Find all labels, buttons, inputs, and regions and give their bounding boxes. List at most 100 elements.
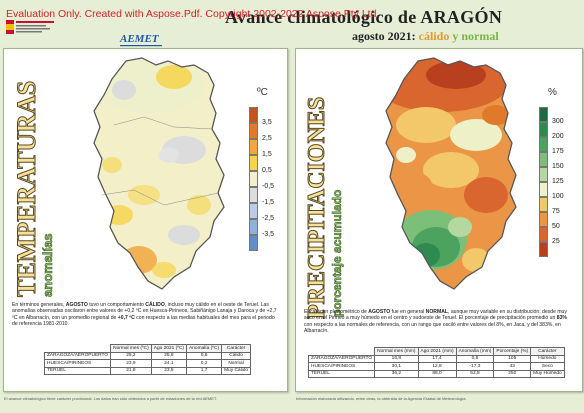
- legend-swatch: [539, 152, 548, 167]
- legend-swatch: [539, 107, 548, 122]
- table-cell: Muy Cálido: [221, 366, 252, 375]
- legend-label: 50: [552, 223, 560, 230]
- precipitation-desc-part-1: El carácter pluviométrico de: [304, 309, 369, 315]
- legend-swatch: [539, 197, 548, 212]
- table-cell: ZARAGOZA/AEROPUERTO: [43, 351, 112, 360]
- table-cell: 16,8: [374, 354, 419, 363]
- temperature-desc-average: +0,7 ºC: [117, 314, 135, 321]
- precipitation-title: PRECIPITACIONES: [304, 96, 331, 319]
- table-cell: Húmedo: [530, 354, 565, 363]
- precipitation-subtitle: porcentaje acumulado: [330, 189, 345, 317]
- table-cell: 52,8: [455, 369, 495, 378]
- table-header-cell: [309, 348, 375, 356]
- legend-swatch: [539, 242, 548, 257]
- subtitle-normal: normal: [461, 29, 499, 43]
- legend-label: 3,5: [262, 119, 272, 126]
- temperature-desc-part-4: con respecto a las medias habituales del…: [12, 314, 275, 328]
- legend-label: 200: [552, 133, 564, 140]
- temperature-legend: 3,5 2,5 1,5 0,5 -0,5 -1,5 -2,5 -3,5: [249, 107, 285, 257]
- table-cell: ZARAGOZA/AEROPUERTO: [307, 354, 376, 363]
- table-row: HUESCA/PIRINEOS 23,9 24,1 0,2 Normal: [43, 359, 252, 368]
- temperature-desc-month: AGOSTO: [65, 302, 88, 308]
- table-row: ZARAGOZA/AEROPUERTO 25,2 25,8 0,6 Cálido: [43, 351, 252, 360]
- temperature-anomaly-map: [93, 57, 225, 290]
- table-header-cell: Normal mes (mm): [374, 347, 419, 356]
- legend-swatch: [249, 123, 258, 139]
- legend-swatch: [539, 182, 548, 197]
- legend-label: -0,5: [262, 183, 275, 190]
- precipitation-percentage-map: [385, 57, 517, 290]
- table-cell: HUESCA/PIRINEOS: [307, 362, 376, 371]
- table-header-row: Normal mes (ºC) Ago 2021 (ºC) Anomalía (ºC…: [45, 344, 252, 353]
- legend-swatch: [539, 122, 548, 137]
- table-header-cell: [45, 345, 111, 353]
- table-cell: 23,9: [110, 359, 152, 368]
- temperature-legend-unit: ºC: [257, 87, 268, 98]
- legend-swatch: [539, 212, 548, 227]
- table-cell: 0,2: [186, 359, 223, 368]
- table-cell: -17,3: [455, 362, 495, 371]
- precipitation-desc-part-2: fue en general: [390, 309, 426, 315]
- legend-label: 175: [552, 148, 564, 155]
- table-cell: 43: [493, 362, 532, 371]
- subtitle-prefix: agosto 2021:: [352, 29, 416, 43]
- legend-label: -2,5: [262, 215, 275, 222]
- legend-label: 0,5: [262, 167, 272, 174]
- watermark-text: Evaluation Only. Created with Aspose.Pdf…: [6, 8, 380, 20]
- legend-swatch: [539, 227, 548, 242]
- table-cell: Seco: [530, 362, 565, 371]
- legend-label: 150: [552, 163, 564, 170]
- table-cell: 0,6: [186, 351, 223, 360]
- legend-swatch: [249, 203, 258, 219]
- temperature-subtitle: anomalías: [40, 233, 56, 297]
- table-header-cell: Porcentaje (%): [493, 347, 532, 356]
- legend-label: 300: [552, 118, 564, 125]
- table-cell: 1,7: [186, 366, 223, 375]
- table-cell: 250: [493, 369, 532, 378]
- legend-label: 125: [552, 178, 564, 185]
- precipitation-desc-character: NORMAL: [425, 309, 449, 315]
- table-header-cell: Normal mes (ºC): [110, 344, 152, 353]
- legend-swatch: [539, 137, 548, 152]
- legend-swatch: [249, 107, 258, 123]
- legend-swatch: [249, 219, 258, 235]
- table-cell: 30,1: [374, 362, 419, 371]
- precipitation-description: El carácter pluviométrico de AGOSTO fue …: [304, 309, 574, 335]
- legend-swatch: [249, 155, 258, 171]
- table-cell: 105: [493, 354, 532, 363]
- legend-label: -3,5: [262, 231, 275, 238]
- footer-right-note: Información elaborada utilizando, entre …: [296, 396, 467, 401]
- precipitation-desc-month: AGOSTO: [368, 309, 391, 315]
- table-cell: 17,4: [417, 354, 457, 363]
- legend-label: 1,5: [262, 151, 272, 158]
- footer: El avance climatológico tiene carácter p…: [4, 394, 580, 410]
- table-header-cell: Carácter: [530, 347, 565, 356]
- table-row: TERUEL 36,2 88,0 52,8 250 Muy Húmedo: [307, 369, 565, 378]
- header: AEMET Avance climatológico de ARAGÓN ago…: [0, 0, 584, 49]
- temperature-description: En términos generales, AGOSTO tuvo un co…: [12, 302, 280, 328]
- aemet-logo-text: AEMET: [119, 33, 160, 45]
- temperature-desc-part-3: , incluso muy cálido en el oeste de Teru…: [12, 302, 277, 321]
- temperature-desc-character: CÁLIDO: [145, 302, 165, 308]
- precipitation-table: Normal mes (mm) Ago 2021 (mm) Anomalía (mm…: [307, 347, 565, 378]
- temperature-panel: TEMPERATURAS anomalías ºC 3,5 2,5 1,5 0,5-: [3, 48, 288, 392]
- table-header-cell: Anomalía (ºC): [186, 344, 223, 353]
- page-subtitle: agosto 2021: cálido y normal: [352, 29, 499, 44]
- legend-swatch: [249, 139, 258, 155]
- precipitation-desc-part-4: con respecto a las normales de referenci…: [304, 321, 561, 335]
- subtitle-and: y: [452, 29, 459, 43]
- table-cell: 36,2: [374, 369, 419, 378]
- table-header-cell: Ago 2021 (ºC): [150, 344, 188, 353]
- table-row: TERUEL 21,8 23,5 1,7 Muy Cálido: [43, 366, 252, 375]
- temperature-title: TEMPERATURAS: [12, 80, 42, 297]
- table-cell: 24,1: [150, 359, 188, 368]
- precipitation-legend-unit: %: [548, 87, 557, 98]
- table-header-cell: Ago 2021 (mm): [417, 347, 457, 356]
- table-cell: Normal: [221, 359, 252, 368]
- legend-label: 75: [552, 208, 560, 215]
- table-row: ZARAGOZA/AEROPUERTO 16,8 17,4 0,6 105 Húmedo: [307, 354, 565, 363]
- legend-swatch: [249, 235, 258, 251]
- precipitation-desc-part-3: , aunque muy variable en su distribución…: [304, 309, 567, 322]
- page-title: Avance climatológico de ARAGÓN: [225, 7, 503, 27]
- table-header-row: Normal mes (mm) Ago 2021 (mm) Anomalía (mm…: [309, 347, 565, 356]
